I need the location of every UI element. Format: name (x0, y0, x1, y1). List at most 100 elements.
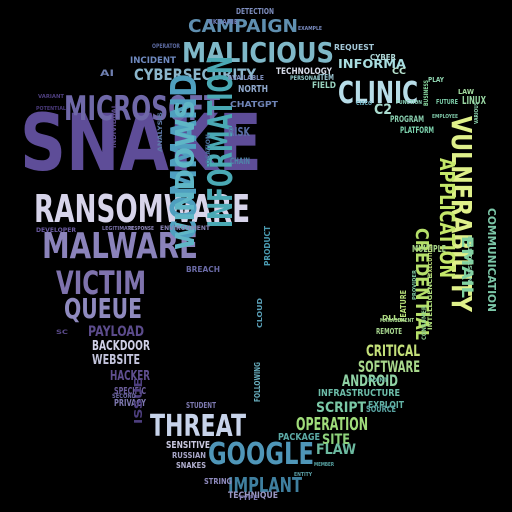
cloud-word-feature: FEATURE (399, 290, 408, 322)
cloud-word-flaw: FLAW (316, 442, 356, 458)
cloud-word-developer: DEVELOPER (36, 227, 76, 234)
cloud-word-payload: PAYLOAD (88, 324, 144, 340)
cloud-word-command: COMMAND (164, 74, 205, 240)
cloud-word-consumer: CONSUMER (421, 306, 428, 340)
cloud-word-clinic: CLINIC (338, 76, 418, 111)
cloud-word-application: APPLICATION (435, 158, 459, 278)
cloud-word-ai: AI (100, 69, 114, 79)
cloud-word-intelligence: INTELLIGENCE (427, 274, 434, 330)
cloud-word-entity: ENTITY (294, 472, 312, 478)
cloud-word-incident: INCIDENT (130, 56, 177, 66)
cloud-word-example: EXAMPLE (298, 26, 323, 32)
cloud-word-snakes: SNAKES (176, 461, 206, 470)
cloud-word-cyber: CYBER (370, 53, 396, 62)
cloud-word-chatgpt: CHATGPT (230, 100, 279, 109)
cloud-word-technique: TECHNIQUE (228, 491, 278, 501)
cloud-word-communication: COMMUNICATION (485, 208, 498, 312)
cloud-word-cisco: CISCO (356, 101, 372, 107)
cloud-word-remote: REMOTE (376, 327, 402, 336)
cloud-word-android: ANDROID (342, 371, 398, 390)
cloud-word-analysis: ANALYSIS (157, 112, 164, 152)
cloud-word-member: MEMBER (314, 462, 334, 468)
cloud-word-investigation: INVESTIGATION (468, 236, 474, 284)
cloud-word-employee: EMPLOYEE (432, 114, 459, 120)
cloud-word-cc: CC (392, 67, 406, 77)
cloud-word-play: PLAY (428, 76, 445, 84)
cloud-word-type: TYPE (238, 495, 258, 502)
cloud-word-implant: IMPLANT (228, 473, 302, 497)
cloud-word-package: PACKAGE (278, 432, 320, 443)
cloud-word-exploit: EXPLOIT (368, 400, 404, 411)
cloud-word-source: SOURCE (366, 405, 396, 415)
cloud-word-product: PRODUCT (263, 226, 272, 266)
cloud-word-ukraine: UKRAINE (208, 18, 238, 26)
cloud-word-google: GOOGLE (208, 437, 314, 472)
cloud-word-north: NORTH (238, 84, 268, 95)
cloud-word-program: PROGRAM (390, 115, 424, 125)
cloud-word-hacker: HACKER (110, 369, 150, 384)
cloud-word-specific: SPECIFIC (114, 386, 146, 397)
cloud-word-cloud: CLOUD (256, 298, 264, 328)
cloud-word-technology: TECHNOLOGY (276, 67, 332, 77)
cloud-word-chain: CHAIN (230, 157, 250, 167)
cloud-word-microsoft: MICROSOFT (64, 89, 221, 129)
cloud-word-infrastructure: INFRASTRUCTURE (318, 388, 400, 399)
cloud-word-dll: DLL (382, 314, 399, 322)
cloud-word-sensitive: SENSITIVE (166, 440, 210, 451)
cloud-word-sc: SC (56, 329, 69, 336)
cloud-word-vulnerability: VULNERABILITY (445, 116, 478, 313)
cloud-word-detection: DETECTION (236, 7, 274, 16)
cloud-word-legitimate: LEGITIMATE (102, 226, 135, 232)
cloud-word-malware: MALWARE (42, 226, 198, 267)
cloud-word-site: SITE (322, 432, 350, 448)
cloud-word-item: ITEM (318, 73, 334, 82)
cloud-word-response: RESPONSE (128, 226, 155, 232)
cloud-word-snake: SNAKE (20, 99, 262, 189)
cloud-word-platform: PLATFORM (400, 126, 434, 136)
cloud-word-email: EMAIL (458, 236, 477, 298)
cloud-word-management: MANAGEMENT (380, 318, 414, 324)
cloud-word-individual: INDIVIDUAL (111, 104, 118, 148)
cloud-word-victim: VICTIM (56, 264, 146, 302)
cloud-word-provider: PROVIDER (412, 270, 418, 300)
cloud-word-function: FUNCTION (396, 100, 422, 106)
cloud-word-website: WEBSITE (92, 353, 140, 368)
cloud-word-operator: OPERATOR (152, 43, 180, 50)
cloud-word-business: BUSINESS (423, 80, 430, 106)
cloud-word-string: STRING (204, 477, 232, 486)
cloud-word-informa: INFORMA (338, 57, 407, 71)
cloud-word-second: SECOND (112, 393, 136, 400)
cloud-word-linux: LINUX (462, 94, 486, 107)
cloud-word-c2: C2 (374, 102, 392, 118)
cloud-word-point: POINT (368, 377, 389, 384)
cloud-word-critical: CRITICAL (366, 341, 420, 360)
cloud-word-privacy: PRIVACY (114, 398, 146, 409)
cloud-word-execution: EXECUTION (428, 244, 434, 276)
cloud-word-software: SOFTWARE (358, 357, 420, 376)
cloud-word-credential: CREDENTIAL (411, 228, 432, 340)
cloud-word-malicious: MALICIOUS (182, 36, 334, 69)
cloud-word-following: FOLLOWING (253, 362, 262, 402)
cloud-word-personal: PERSONAL (290, 75, 320, 82)
cloud-word-available: AVAILABLE (228, 74, 264, 82)
cloud-word-request: REQUEST (334, 43, 375, 52)
cloud-word-backdoor: BACKDOOR (92, 339, 150, 354)
cloud-word-information: INFORMATION (201, 56, 241, 228)
cloud-word-law: LAW (458, 88, 474, 96)
cloud-word-windows: WINDOWS (171, 100, 201, 250)
cloud-word-cybersecurity: CYBERSECURITY (134, 65, 256, 84)
cloud-word-location: LOCATION (205, 134, 212, 168)
cloud-word-operation: OPERATION (296, 414, 368, 435)
cloud-word-variant: VARIANT (38, 94, 65, 100)
cloud-word-environment: ENVIRONMENT (160, 225, 211, 232)
cloud-word-script: SCRIPT (316, 400, 366, 416)
cloud-word-breach: BREACH (186, 265, 220, 274)
cloud-word-russian: RUSSIAN (172, 451, 206, 460)
cloud-word-future: FUTURE (436, 98, 458, 106)
cloud-word-queue: QUEUE (64, 292, 142, 325)
cloud-word-ransomware: RANSOMWARE (34, 187, 250, 231)
cloud-word-potential: POTENTIAL (36, 106, 67, 112)
cloud-word-multiple: MULTIPLE (412, 244, 446, 255)
